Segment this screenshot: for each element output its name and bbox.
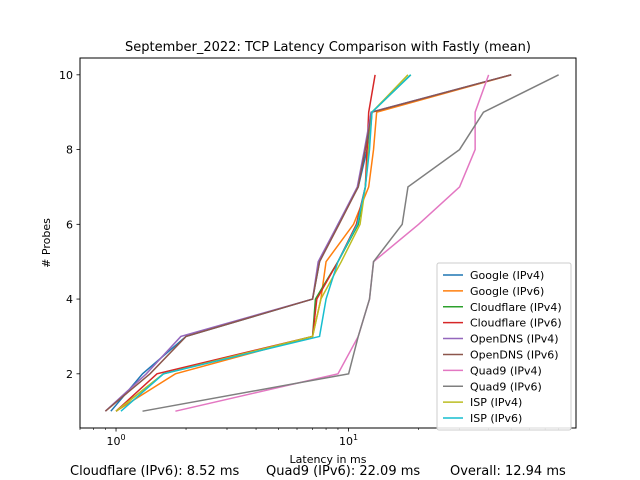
- x-axis-ticks: 100 101: [79, 428, 571, 448]
- y-tick-label: 6: [66, 218, 73, 231]
- series-line-7: [142, 74, 559, 412]
- x-tick-label: 101: [339, 433, 358, 448]
- plot-frame: [79, 57, 577, 429]
- y-tick-label: 10: [59, 69, 73, 82]
- legend-label: ISP (IPv4): [470, 396, 522, 409]
- legend-box: [436, 262, 572, 431]
- legend-label: OpenDNS (IPv6): [470, 348, 559, 361]
- footer-stat-right: Overall: 12.94 ms: [450, 464, 566, 479]
- legend-label: Quad9 (IPv6): [470, 380, 542, 393]
- legend-label: Cloudflare (IPv4): [470, 301, 562, 314]
- footer-stat-left: Cloudflare (IPv6): 8.52 ms: [70, 464, 240, 479]
- series-line-4: [104, 74, 512, 412]
- y-axis-ticks: 2 4 6 8 10: [59, 69, 80, 381]
- legend-label: Google (IPv4): [470, 269, 544, 282]
- series-line-3: [115, 74, 376, 412]
- x-tick-label: 100: [106, 433, 125, 448]
- y-tick-label: 2: [66, 368, 73, 381]
- legend-label: OpenDNS (IPv4): [470, 333, 559, 346]
- plot-lines: [104, 74, 559, 412]
- legend-label: ISP (IPv6): [470, 412, 522, 425]
- series-line-9: [120, 74, 412, 412]
- y-tick-label: 8: [66, 144, 73, 157]
- series-line-2: [115, 74, 412, 412]
- chart-title: September_2022: TCP Latency Comparison w…: [125, 40, 531, 55]
- series-line-5: [104, 74, 512, 412]
- series-line-6: [175, 74, 490, 412]
- legend-label: Cloudflare (IPv6): [470, 317, 562, 330]
- series-line-8: [115, 74, 409, 412]
- legend-label: Google (IPv6): [470, 285, 544, 298]
- x-axis-label: Latency in ms: [290, 453, 367, 466]
- y-axis-label: # Probes: [40, 218, 53, 268]
- legend-label: Quad9 (IPv4): [470, 364, 542, 377]
- footer-stat-middle: Quad9 (IPv6): 22.09 ms: [266, 464, 421, 479]
- legend: Google (IPv4) Google (IPv6) Cloudflare (IP…: [436, 262, 572, 431]
- y-tick-label: 4: [66, 293, 73, 306]
